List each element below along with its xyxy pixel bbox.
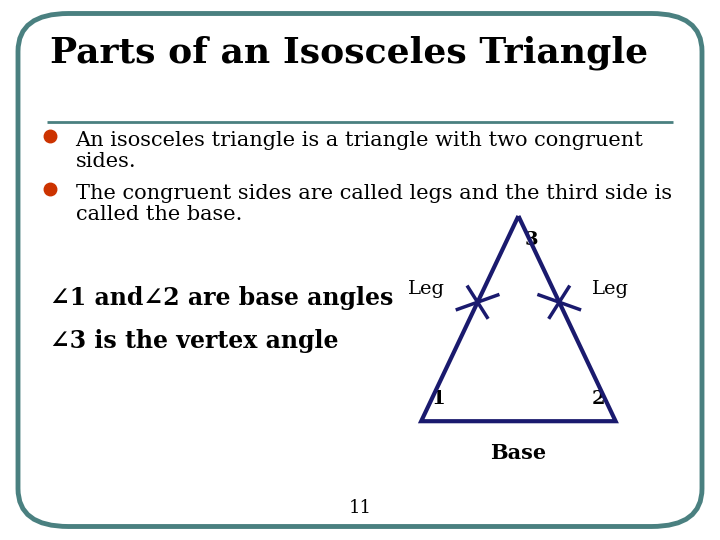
Text: Parts of an Isosceles Triangle: Parts of an Isosceles Triangle xyxy=(50,35,649,70)
Text: 3: 3 xyxy=(524,231,538,249)
Text: called the base.: called the base. xyxy=(76,205,242,224)
Text: ∠3 is the vertex angle: ∠3 is the vertex angle xyxy=(50,329,339,353)
Text: ∠1 and∠2 are base angles: ∠1 and∠2 are base angles xyxy=(50,286,394,310)
Text: Base: Base xyxy=(490,443,546,463)
Text: Leg: Leg xyxy=(592,280,629,298)
Text: 2: 2 xyxy=(592,390,606,408)
Text: The congruent sides are called legs and the third side is: The congruent sides are called legs and … xyxy=(76,184,672,202)
Text: An isosceles triangle is a triangle with two congruent: An isosceles triangle is a triangle with… xyxy=(76,131,644,150)
Text: 11: 11 xyxy=(348,500,372,517)
FancyBboxPatch shape xyxy=(18,14,702,526)
Text: Leg: Leg xyxy=(408,280,445,298)
Text: sides.: sides. xyxy=(76,152,136,171)
Text: 1: 1 xyxy=(431,390,445,408)
